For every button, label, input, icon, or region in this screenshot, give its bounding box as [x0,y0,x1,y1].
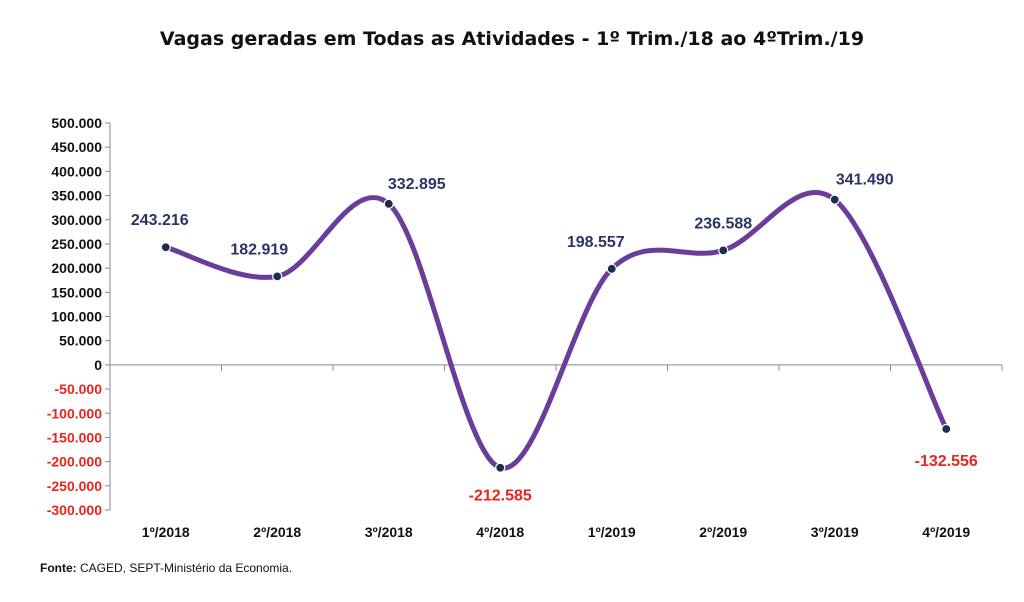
y-tick-label: 150.000 [51,284,102,300]
data-label: 243.216 [131,212,189,229]
y-tick-label: 450.000 [51,139,102,155]
data-point [383,198,394,209]
y-axis: 500.000 450.000 400.000 350.000 300.000 250.0… [47,115,111,518]
series-path [163,189,949,471]
data-point [606,263,617,274]
x-category-label: 3º/2018 [365,524,413,540]
y-tick-label: -150.000 [47,429,102,445]
x-category-label: 2º/2019 [699,524,747,540]
data-point [272,271,283,282]
y-tick-label: 50.000 [59,333,102,349]
source-note: Fonte: CAGED, SEPT-Ministério da Economi… [40,561,292,575]
data-point [829,194,840,205]
y-tick-label: -250.000 [47,478,102,494]
x-category-label: 4º/2019 [922,524,970,540]
data-labels: 243.216 182.919 332.895 -212.585 198.557 236.… [131,172,978,505]
x-category-label: 1º/2019 [588,524,636,540]
y-tick-label: -50.000 [55,381,103,397]
data-label: 341.490 [836,172,894,189]
data-point [160,242,171,253]
y-tick-label: 300.000 [51,212,102,228]
data-label: 198.557 [567,234,625,251]
data-label: 236.588 [694,215,752,232]
data-label: 332.895 [388,176,446,193]
source-text: CAGED, SEPT-Ministério da Economia. [76,561,293,575]
source-label: Fonte: [40,561,77,575]
x-category-label: 4º/2018 [476,524,524,540]
y-tick-label: 500.000 [51,115,102,131]
chart-title: Vagas geradas em Todas as Atividades - 1… [159,28,865,50]
data-label: 182.919 [230,241,288,258]
y-tick-label: 250.000 [51,236,102,252]
y-tick-label: 100.000 [51,309,102,325]
data-label: -132.556 [915,453,978,470]
y-tick-label: 200.000 [51,260,102,276]
data-point [718,245,729,256]
x-category-label: 3º/2019 [811,524,859,540]
series-line [160,189,952,473]
y-tick-label: -200.000 [47,454,102,470]
x-category-label: 1º/2018 [142,524,190,540]
y-tick-label: -100.000 [47,405,102,421]
x-category-label: 2º/2018 [253,524,301,540]
y-tick-label: 350.000 [51,188,102,204]
x-axis: 1º/2018 2º/2018 3º/2018 4º/2018 1º/2019 2º/20… [109,364,1003,540]
data-label: -212.585 [469,488,532,505]
data-point [941,423,952,435]
data-point [495,462,506,473]
y-tick-label: 400.000 [51,163,102,179]
y-tick-label: 0 [94,357,102,373]
y-tick-label: -300.000 [47,502,102,518]
